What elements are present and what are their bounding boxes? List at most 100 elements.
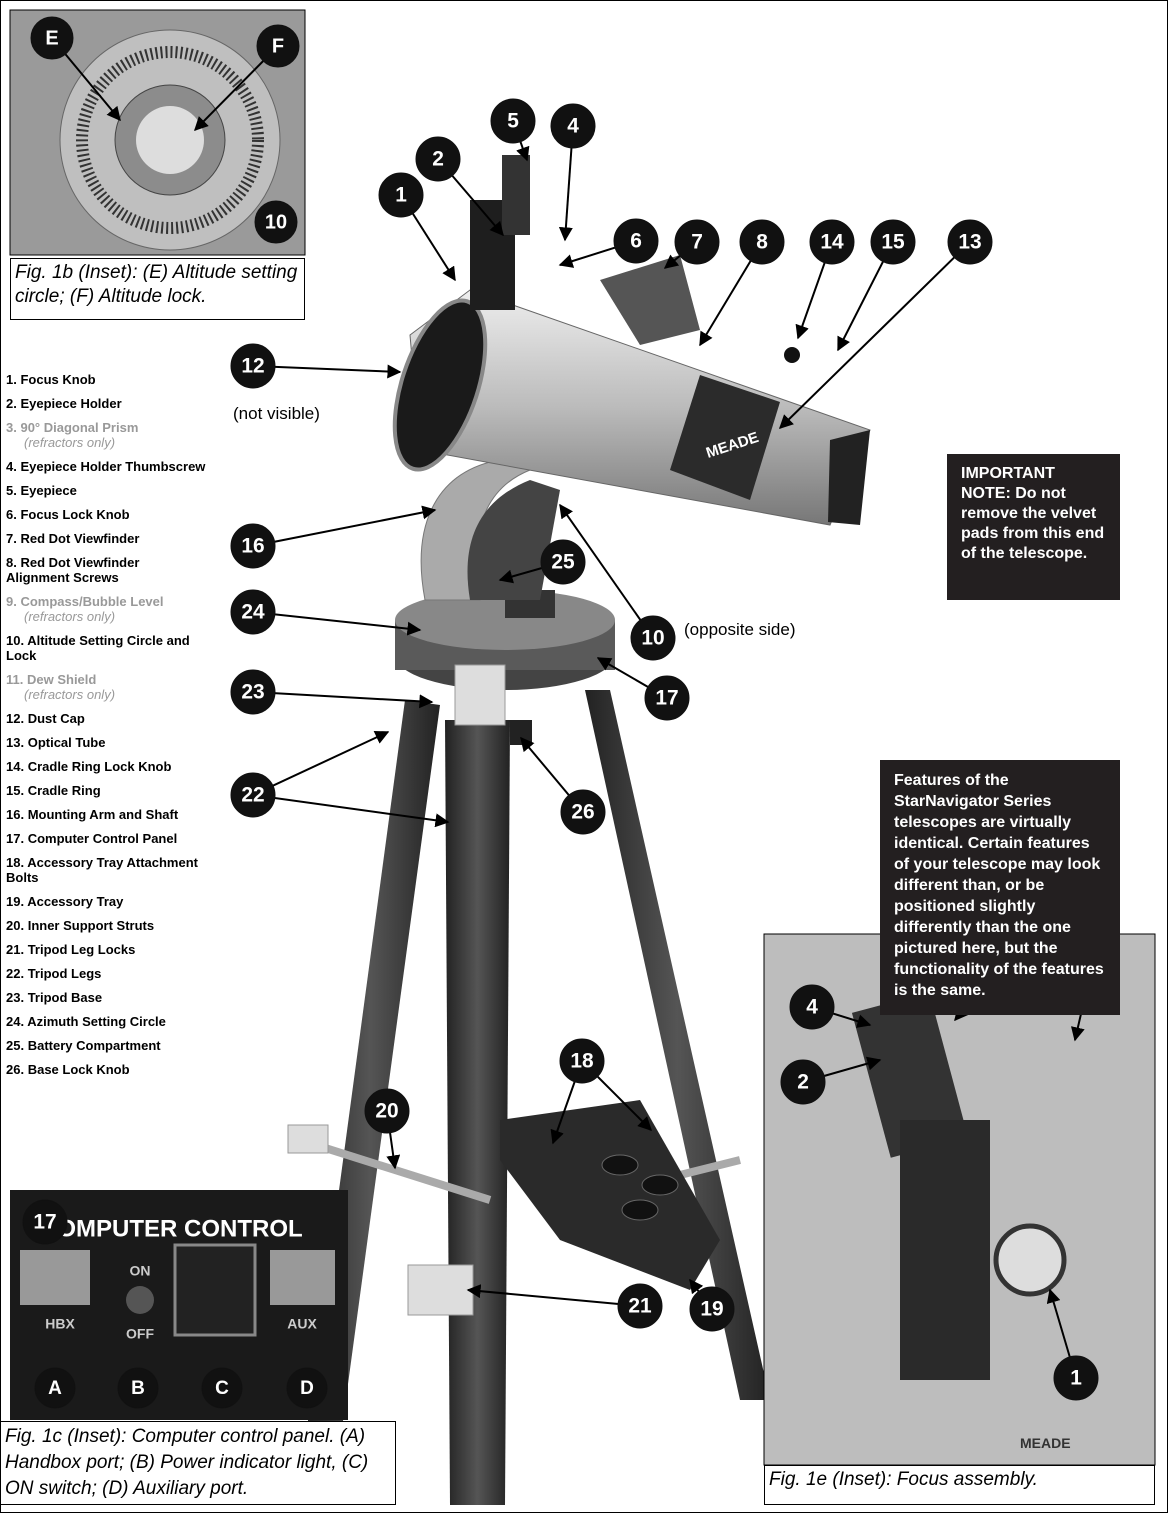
part-name: Accessory Tray [27,894,123,909]
callout-label: 17 [655,687,678,710]
part-item: 14. Cradle Ring Lock Knob [6,759,206,774]
callout-label: 21 [628,1295,652,1318]
features-note: Features of the StarNavigator Series tel… [880,760,1120,1015]
part-name: Altitude Setting Circle and Lock [6,633,190,663]
part-name: Tripod Base [28,990,102,1005]
part-number: 3. [6,420,17,435]
part-item: 5. Eyepiece [6,483,206,498]
part-number: 20. [6,918,24,933]
callout-label: 12 [241,355,264,378]
part-name: Computer Control Panel [28,831,178,846]
callout-label: E [45,27,58,49]
part-item: 19. Accessory Tray [6,894,206,909]
callout-label: 20 [375,1100,398,1123]
part-item: 2. Eyepiece Holder [6,396,206,411]
power-light [126,1286,154,1314]
annotation: (not visible) [233,404,320,424]
base-bracket [455,665,505,725]
part-name: Mounting Arm and Shaft [28,807,178,822]
panel-label: AUX [287,1316,317,1332]
part-number: 19. [6,894,24,909]
callout-label: 19 [700,1298,723,1321]
part-number: 22. [6,966,24,981]
callout-label: 1 [1070,1367,1082,1390]
part-number: 7. [6,531,17,546]
tripod-leg [445,720,510,1505]
callout-label: 4 [567,115,579,138]
part-note: (refractors only) [6,435,206,450]
part-name: Tripod Leg Locks [28,942,136,957]
part-number: 23. [6,990,24,1005]
part-name: Red Dot Viewfinder Alignment Screws [6,555,139,585]
part-number: 8. [6,555,17,570]
part-number: 9. [6,594,17,609]
callout-label: 13 [958,231,981,254]
leader-line [253,692,432,702]
part-number: 25. [6,1038,24,1053]
part-item: 17. Computer Control Panel [6,831,206,846]
part-number: 10. [6,633,24,648]
part-name: Eyepiece Holder [20,396,121,411]
annotation: (opposite side) [684,620,796,640]
part-item: 25. Battery Compartment [6,1038,206,1053]
part-name: Optical Tube [28,735,106,750]
part-number: 11. [6,672,23,687]
part-number: 17. [6,831,24,846]
callout-label: 14 [820,231,844,254]
part-name: Compass/Bubble Level [20,594,163,609]
callout-label: 2 [432,148,444,171]
callout-label: 18 [570,1050,593,1073]
inset-1e-caption: Fig. 1e (Inset): Focus assembly. [764,1465,1155,1505]
callout-label: 1 [395,184,407,207]
part-number: 13. [6,735,24,750]
part-item: 15. Cradle Ring [6,783,206,798]
leader-line [253,612,420,630]
part-item: 1. Focus Knob [6,372,206,387]
part-number: 14. [6,759,24,774]
part-number: 1. [6,372,17,387]
part-number: 6. [6,507,17,522]
part-number: 2. [6,396,17,411]
part-name: Cradle Ring Lock Knob [28,759,172,774]
tripod-leg [585,690,770,1400]
tray-hole [622,1200,658,1220]
callout-label: 23 [241,681,264,704]
part-name: Focus Knob [20,372,95,387]
callout-label: 10 [641,627,664,650]
panel-label: ON [130,1263,151,1279]
aux-port [270,1250,335,1305]
callout-label: 8 [756,231,768,254]
callout-label: B [131,1378,145,1399]
page: MEADE MEADE 1254678141513121625241023172… [0,0,1169,1514]
part-name: Focus Lock Knob [20,507,129,522]
part-number: 26. [6,1062,24,1077]
focuser-body [900,1120,990,1380]
part-item: 23. Tripod Base [6,990,206,1005]
part-name: 90° Diagonal Prism [20,420,138,435]
part-name: Cradle Ring [28,783,101,798]
part-name: Battery Compartment [28,1038,161,1053]
callout-label: 10 [265,211,287,233]
part-item: 21. Tripod Leg Locks [6,942,206,957]
panel-label: OFF [126,1326,154,1342]
tray-hole [602,1155,638,1175]
part-name: Red Dot Viewfinder [20,531,139,546]
part-item: 10. Altitude Setting Circle and Lock [6,633,206,663]
callout-label: F [272,35,284,57]
callout-label: 17 [33,1211,56,1234]
part-note: (refractors only) [6,609,206,624]
leg-lock [408,1265,473,1315]
inset-1c-caption: Fig. 1c (Inset): Computer control panel.… [0,1421,396,1505]
part-name: Dew Shield [27,672,96,687]
callout-label: A [48,1378,62,1399]
panel-header: COMPUTER CONTROL [40,1215,303,1242]
part-item: 9. Compass/Bubble Level(refractors only) [6,594,206,624]
tray-hole [642,1175,678,1195]
callout-label: 25 [551,551,575,574]
focus-knob [996,1226,1064,1294]
callout-label: 22 [241,784,264,807]
part-number: 4. [6,459,17,474]
part-number: 12. [6,711,24,726]
inset-brand: MEADE [1020,1435,1071,1451]
cradle-lock-knob [784,347,800,363]
